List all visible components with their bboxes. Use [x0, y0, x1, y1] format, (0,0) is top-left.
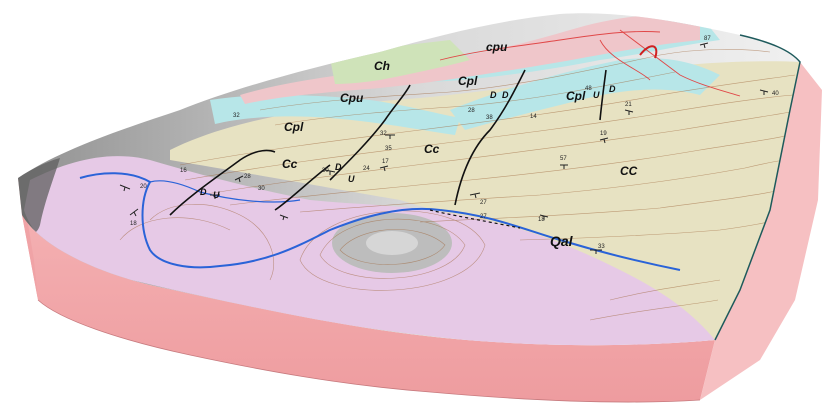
fault-label-D-center-1: D [490, 90, 497, 100]
strike-dip-symbols [119, 42, 769, 254]
dip-label: 14 [530, 114, 537, 120]
dip-label: 87 [704, 36, 711, 42]
fault-dashed [429, 209, 521, 229]
dip-label: 17 [382, 159, 389, 165]
contour-lines [119, 49, 796, 321]
dip-label: 30 [258, 186, 265, 192]
fault-label-D-right: D [609, 84, 616, 94]
label-Qal: Qal [550, 233, 574, 249]
unit-Cc-area [170, 61, 800, 341]
dip-label: 27 [480, 200, 487, 206]
fault-label-U-right: U [593, 90, 600, 100]
label-Cpl-right: Cpl [566, 89, 586, 103]
dip-label: 16 [180, 168, 187, 174]
fault-label-D-center-2: D [502, 90, 509, 100]
label-Cc-mid: Cc [424, 142, 440, 156]
dip-label: 24 [363, 166, 370, 172]
block-front-face [22, 215, 715, 403]
block-bottom-edge [37, 299, 701, 403]
dip-label: 48 [585, 86, 592, 92]
block-right-face [700, 62, 822, 400]
label-Cpl-top: Cpl [458, 74, 478, 88]
hill-knob-top [366, 231, 418, 255]
block-outline [714, 34, 801, 341]
label-Cpu-mid: Cpu [340, 91, 364, 105]
unit-Cpl-band-left [210, 95, 460, 135]
dip-label: 21 [625, 102, 632, 108]
dip-label: 19 [600, 131, 607, 137]
stream-tributary [149, 180, 301, 203]
label-Cc-left: Cc [282, 157, 298, 171]
fault-label-D-left: D [200, 187, 207, 197]
road-hairpin [639, 45, 658, 59]
fault-lines [169, 69, 607, 216]
dip-label: 18 [130, 221, 137, 227]
fault-label-D-mid: D [335, 162, 342, 172]
dip-label: 27 [480, 214, 487, 220]
unit-labels: cpu Ch Cpl Cpu Cpl Cpl Cc Cc CC Qal [282, 40, 638, 249]
dip-label: 32 [380, 131, 387, 137]
label-cpu-top: cpu [486, 40, 508, 54]
left-cliff-shade [18, 158, 60, 233]
dip-label: 38 [486, 115, 493, 121]
unit-Cpl-band-right [450, 58, 720, 130]
stream-line [79, 172, 681, 271]
dip-label: 20 [140, 184, 147, 190]
dip-label: 28 [468, 108, 475, 114]
dip-label: 33 [598, 244, 605, 250]
label-Ch: Ch [374, 59, 390, 73]
fault-label-U-mid: U [348, 174, 355, 184]
dip-label: 18 [538, 217, 545, 223]
fault-label-U-left: U [213, 190, 220, 200]
label-Cc-right: CC [620, 164, 638, 178]
dip-label: 40 [772, 91, 779, 97]
label-Cpl-left: Cpl [284, 120, 304, 134]
dip-label: 57 [560, 156, 567, 162]
fault-labels: D U D U D D D U [200, 84, 616, 200]
dip-label: 32 [233, 113, 240, 119]
dip-label: 28 [244, 174, 251, 180]
dip-label: 35 [385, 146, 392, 152]
road-lines [439, 29, 741, 97]
dip-labels: 18 27 33 17 32 35 24 28 16 20 14 38 57 8… [130, 36, 779, 250]
dip-label: 30 [322, 168, 329, 174]
